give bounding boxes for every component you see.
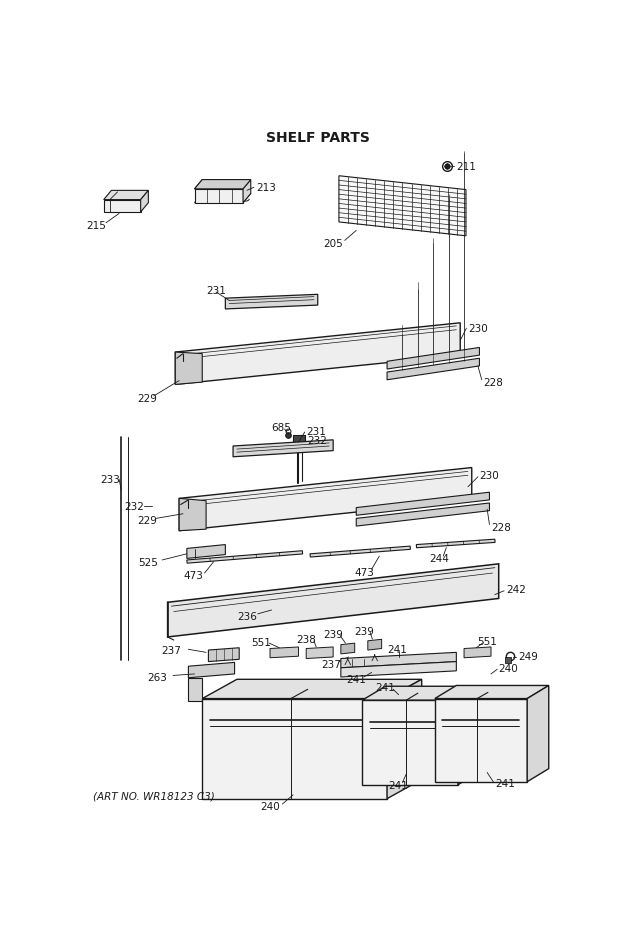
Text: 230: 230 (479, 471, 499, 481)
Text: 249: 249 (518, 651, 538, 662)
Text: 239: 239 (323, 629, 343, 639)
Polygon shape (368, 640, 382, 650)
Text: SHELF PARTS: SHELF PARTS (266, 131, 370, 145)
Polygon shape (175, 324, 460, 385)
Text: 232: 232 (125, 502, 144, 511)
Polygon shape (416, 540, 495, 548)
Polygon shape (270, 647, 298, 658)
Polygon shape (179, 468, 472, 531)
Text: 230: 230 (468, 324, 488, 334)
Polygon shape (310, 546, 410, 558)
Polygon shape (339, 176, 466, 236)
Text: 551: 551 (251, 637, 271, 647)
Text: 231: 231 (306, 426, 326, 436)
Polygon shape (387, 348, 479, 369)
Polygon shape (195, 189, 243, 204)
Polygon shape (187, 551, 303, 564)
Text: 241: 241 (347, 675, 366, 684)
Text: 229: 229 (137, 394, 157, 404)
Text: 263: 263 (148, 672, 167, 683)
Text: (ART NO. WR18123 C3): (ART NO. WR18123 C3) (93, 791, 215, 802)
Text: 241: 241 (387, 645, 407, 655)
Polygon shape (175, 352, 202, 385)
Polygon shape (195, 194, 250, 204)
Polygon shape (208, 648, 239, 662)
Polygon shape (202, 699, 387, 799)
Polygon shape (243, 180, 250, 204)
Text: 238: 238 (296, 635, 316, 645)
Polygon shape (435, 699, 527, 782)
Text: 241: 241 (376, 683, 396, 692)
Text: 205: 205 (323, 238, 343, 248)
Polygon shape (233, 441, 333, 457)
Text: 244: 244 (430, 554, 450, 564)
Polygon shape (387, 680, 422, 799)
Text: 241: 241 (389, 780, 409, 790)
Polygon shape (104, 191, 148, 200)
Polygon shape (179, 499, 206, 531)
Polygon shape (167, 565, 498, 637)
Polygon shape (527, 685, 549, 782)
Text: ereplacementparts.com: ereplacementparts.com (274, 486, 407, 496)
Polygon shape (387, 359, 479, 381)
Polygon shape (188, 678, 202, 701)
Text: 213: 213 (256, 183, 276, 192)
Polygon shape (341, 644, 355, 654)
Text: 215: 215 (86, 221, 106, 230)
Text: 239: 239 (354, 626, 374, 636)
Text: 229: 229 (137, 515, 157, 526)
Polygon shape (435, 685, 549, 699)
Text: 237: 237 (162, 645, 182, 655)
Polygon shape (341, 662, 456, 677)
Text: 551: 551 (477, 636, 497, 646)
Polygon shape (141, 191, 148, 212)
Polygon shape (293, 436, 306, 445)
Polygon shape (341, 653, 456, 668)
Polygon shape (225, 295, 317, 309)
Polygon shape (464, 647, 491, 658)
Text: 240: 240 (498, 663, 518, 673)
Text: 240: 240 (260, 802, 280, 811)
Text: 232: 232 (307, 435, 327, 446)
Text: 685: 685 (271, 423, 291, 432)
Text: 525: 525 (138, 557, 158, 566)
Polygon shape (363, 686, 481, 701)
Text: 228: 228 (491, 523, 511, 532)
Polygon shape (356, 504, 489, 526)
Text: 241: 241 (495, 779, 515, 788)
Text: 228: 228 (484, 378, 503, 387)
Text: 473: 473 (183, 571, 203, 581)
Text: 242: 242 (507, 585, 526, 595)
Polygon shape (188, 663, 234, 678)
Text: 237: 237 (322, 659, 342, 669)
Polygon shape (187, 545, 225, 559)
Text: 236: 236 (237, 611, 257, 622)
Polygon shape (104, 200, 141, 212)
Polygon shape (202, 680, 422, 699)
Text: 473: 473 (354, 566, 374, 577)
Text: 231: 231 (206, 287, 226, 296)
Polygon shape (195, 180, 250, 189)
Polygon shape (458, 686, 481, 785)
Text: 211: 211 (456, 162, 476, 171)
Polygon shape (356, 493, 489, 516)
Polygon shape (306, 647, 333, 659)
Polygon shape (363, 701, 458, 785)
Text: 233: 233 (100, 475, 120, 485)
